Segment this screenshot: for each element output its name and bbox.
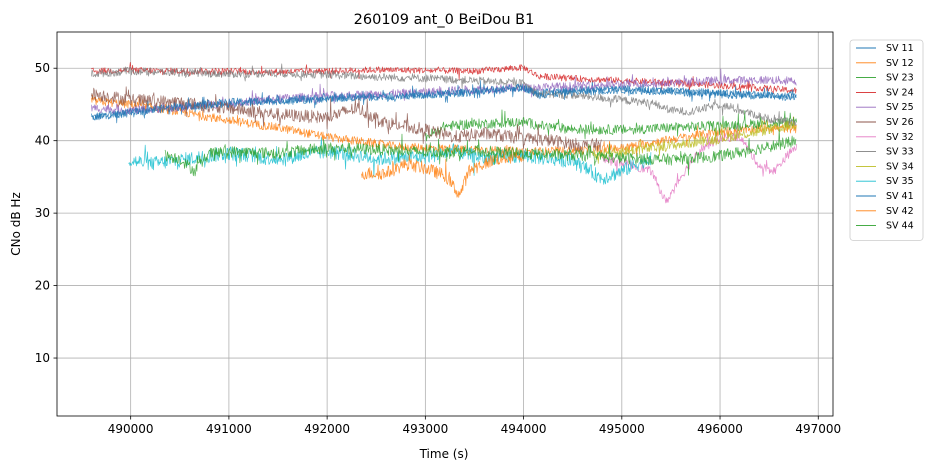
axis-ticks: 490000 491000 492000 493000 494000 495000 4960… [35, 61, 841, 436]
legend: SV 11 SV 12 SV 23 SV 24 SV 25 SV 26 SV 32 SV 33… [849, 39, 924, 241]
x-tick-label: 494000 [501, 422, 547, 436]
series-line-sv-42 [361, 150, 524, 198]
legend-label: SV 32 [886, 132, 914, 143]
legend-label: SV 12 [886, 58, 914, 69]
legend-label: SV 33 [886, 147, 914, 158]
legend-label: SV 11 [886, 43, 914, 54]
y-axis-label: CNo dB Hz [9, 192, 23, 256]
series-line-sv-44 [164, 128, 797, 177]
legend-label: SV 35 [886, 176, 914, 187]
plot-frame [56, 31, 834, 417]
x-tick-label: 493000 [402, 422, 448, 436]
legend-label: SV 41 [886, 191, 914, 202]
x-tick-label: 495000 [599, 422, 645, 436]
x-tick-label: 496000 [697, 422, 743, 436]
x-tick-label: 497000 [795, 422, 841, 436]
series-line-sv-23 [425, 109, 798, 142]
legend-label: SV 23 [886, 73, 914, 84]
y-tick-label: 40 [35, 134, 50, 148]
series-line-sv-34 [591, 119, 797, 164]
legend-label: SV 24 [886, 87, 914, 98]
x-tick-label: 491000 [206, 422, 252, 436]
series-line-sv-33 [91, 63, 797, 127]
y-tick-label: 50 [35, 61, 50, 75]
legend-box [849, 39, 924, 241]
x-tick-label: 492000 [304, 422, 350, 436]
y-tick-label: 30 [35, 206, 50, 220]
legend-label: SV 44 [886, 221, 914, 232]
legend-label: SV 42 [886, 206, 914, 217]
y-tick-label: 20 [35, 279, 50, 293]
series-line-sv-41 [91, 80, 797, 124]
series-line-sv-26 [91, 86, 602, 152]
series-group [91, 62, 798, 204]
legend-label: SV 25 [886, 102, 914, 113]
x-tick-label: 490000 [108, 422, 154, 436]
x-axis-label: Time (s) [419, 447, 469, 461]
legend-label: SV 26 [886, 117, 914, 128]
chart-title: 260109 ant_0 BeiDou B1 [354, 12, 535, 28]
series-line-sv-35 [128, 137, 652, 185]
series-line-sv-12 [91, 94, 797, 161]
y-tick-label: 10 [35, 351, 50, 365]
grid [57, 32, 833, 416]
legend-label: SV 34 [886, 161, 914, 172]
